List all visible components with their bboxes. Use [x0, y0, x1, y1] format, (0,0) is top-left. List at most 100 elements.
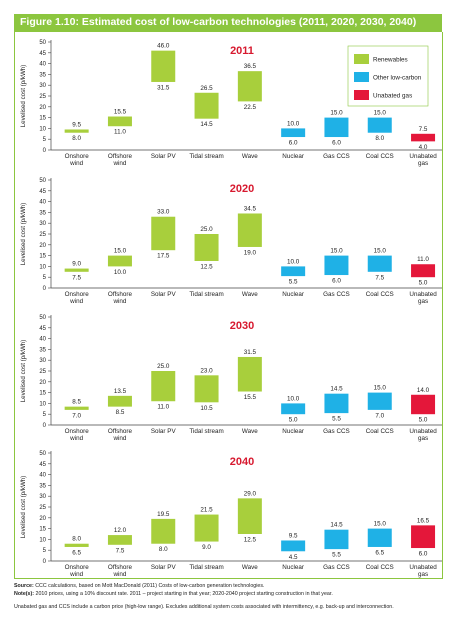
- footnotes: Source: CCC calculations, based on Mott …: [14, 582, 444, 611]
- figure-title-bar: Figure 1.10: Estimated cost of low-carbo…: [14, 14, 442, 32]
- bar-high-label: 26.5: [200, 85, 213, 92]
- y-tick-label: 15: [39, 254, 46, 260]
- bar-nuclear: [281, 128, 306, 138]
- bar-high-label: 10.0: [287, 395, 300, 402]
- bar-coal-ccs: [367, 117, 392, 133]
- y-tick-label: 35: [39, 210, 46, 216]
- source-text: CCC calculations, based on Mott MacDonal…: [35, 583, 265, 589]
- y-tick-label: 10: [39, 537, 46, 543]
- y-tick-label: 50: [39, 40, 46, 46]
- bar-high-label: 36.5: [244, 63, 257, 70]
- x-tick-label: Solar PV: [151, 291, 177, 298]
- bar-offshore-wind: [107, 535, 132, 545]
- bar-low-label: 4.5: [289, 554, 298, 561]
- source-label: Source:: [14, 583, 34, 589]
- bar-high-label: 33.0: [157, 209, 170, 216]
- y-tick-label: 15: [39, 527, 46, 533]
- bar-low-label: 6.0: [419, 551, 428, 558]
- chart-2011: Levelised cost (p/kWh) 0 5 10 15 20 25 30 35 40 45…: [20, 40, 445, 167]
- bar-low-label: 6.0: [289, 140, 298, 147]
- bar-high-label: 15.0: [374, 248, 387, 255]
- x-tick-label: Wave: [242, 564, 258, 571]
- bar-low-label: 31.5: [157, 84, 170, 91]
- x-tick-label: Wave: [242, 153, 258, 160]
- y-tick-label: 50: [39, 315, 46, 321]
- bar-low-label: 17.5: [157, 253, 170, 260]
- bar-gas-ccs: [324, 529, 349, 550]
- bar-coal-ccs: [367, 392, 392, 410]
- x-tick-label: Coal CCS: [366, 291, 394, 298]
- bar-low-label: 7.0: [72, 412, 81, 419]
- chart-2030: Levelised cost (p/kWh) 0 5 10 15 20 25 30 35 40 45…: [20, 315, 445, 442]
- legend: Renewables Other low-carbon Unabated gas: [347, 45, 429, 107]
- y-tick-label: 30: [39, 494, 46, 500]
- y-tick-label: 50: [39, 178, 46, 184]
- bar-high-label: 8.5: [72, 399, 81, 406]
- y-tick-label: 0: [43, 286, 47, 292]
- bar-tidal-stream: [194, 92, 219, 119]
- bar-low-label: 7.5: [116, 547, 125, 554]
- bar-low-label: 8.5: [116, 409, 125, 416]
- bar-nuclear: [281, 403, 306, 415]
- y-tick-label: 25: [39, 94, 46, 100]
- bar-offshore-wind: [107, 395, 132, 407]
- bar-low-label: 14.5: [200, 121, 213, 128]
- bar-low-label: 6.5: [375, 549, 384, 556]
- bar-solar-pv: [151, 518, 176, 544]
- x-tick-label: Coal CCS: [366, 153, 394, 160]
- bar-high-label: 15.0: [374, 110, 387, 117]
- x-tick-label: Gas CCS: [323, 291, 350, 298]
- y-tick-label: 0: [43, 423, 47, 429]
- bar-high-label: 19.5: [157, 511, 170, 518]
- y-tick-label: 20: [39, 380, 46, 386]
- y-tick-label: 40: [39, 337, 46, 343]
- x-tick-label: Tidal stream: [189, 291, 223, 298]
- bar-tidal-stream: [194, 514, 219, 542]
- x-tick-label: Offshore: [108, 153, 133, 160]
- x-tick-label: wind: [69, 435, 83, 442]
- x-tick-label: Wave: [242, 428, 258, 435]
- x-tick-label: wind: [112, 160, 126, 167]
- bar-high-label: 16.5: [417, 517, 430, 524]
- bar-low-label: 7.5: [72, 274, 81, 281]
- bar-high-label: 10.0: [287, 120, 300, 127]
- y-tick-label: 20: [39, 516, 46, 522]
- bar-onshore-wind: [64, 406, 89, 410]
- bar-onshore-wind: [64, 268, 89, 272]
- chart-2040: Levelised cost (p/kWh) 0 5 10 15 20 25 30 35 40 45…: [20, 451, 445, 578]
- bar-high-label: 29.0: [244, 490, 257, 497]
- bar-high-label: 25.0: [157, 363, 170, 370]
- x-tick-label: Nuclear: [282, 153, 304, 160]
- bar-onshore-wind: [64, 543, 89, 547]
- y-axis-label: Levelised cost (p/kWh): [20, 340, 27, 403]
- bar-wave: [237, 213, 262, 247]
- bar-high-label: 34.5: [244, 205, 257, 212]
- bar-high-label: 7.5: [419, 126, 428, 133]
- x-tick-label: Wave: [242, 291, 258, 298]
- y-tick-label: 40: [39, 473, 46, 479]
- extra-note: Unabated gas and CCS include a carbon pr…: [14, 603, 444, 611]
- x-tick-label: wind: [112, 298, 126, 305]
- bar-nuclear: [281, 266, 306, 277]
- bar-wave: [237, 356, 262, 392]
- x-tick-label: Offshore: [108, 291, 133, 298]
- y-tick-label: 0: [43, 559, 47, 565]
- legend-label: Renewables: [373, 57, 408, 64]
- chart-title: 2040: [230, 456, 254, 468]
- x-tick-label: wind: [112, 435, 126, 442]
- bar-tidal-stream: [194, 375, 219, 403]
- x-tick-label: Nuclear: [282, 428, 304, 435]
- bar-high-label: 14.0: [417, 387, 430, 394]
- figure-panel: Levelised cost (p/kWh) 0 5 10 15 20 25 30 35 40 45…: [14, 32, 445, 579]
- bar-low-label: 7.5: [375, 274, 384, 281]
- bar-coal-ccs: [367, 255, 392, 272]
- y-tick-label: 45: [39, 189, 46, 195]
- bar-wave: [237, 71, 262, 102]
- bar-low-label: 8.0: [375, 135, 384, 142]
- legend-swatch: [354, 72, 369, 82]
- y-tick-label: 25: [39, 505, 46, 511]
- legend-swatch: [354, 54, 369, 64]
- bar-low-label: 6.0: [332, 140, 341, 147]
- x-tick-label: Unabated: [409, 564, 437, 571]
- bar-unabated-gas: [411, 394, 436, 415]
